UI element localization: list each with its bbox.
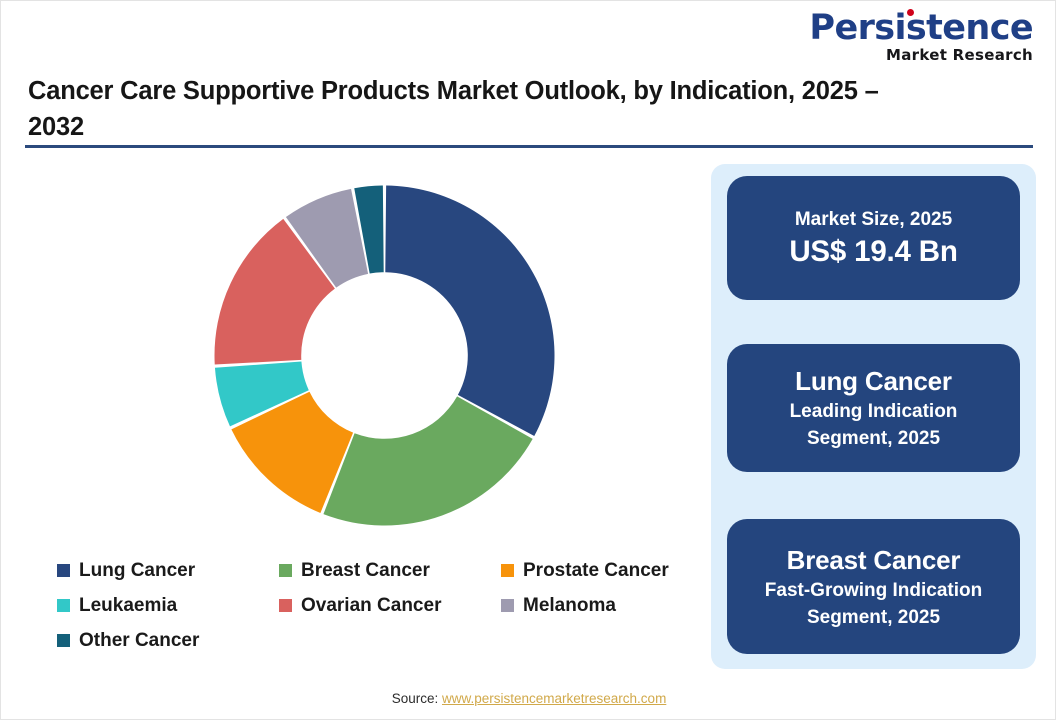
kpi-leading-segment-line1: Leading Indication <box>789 401 958 422</box>
legend-swatch-icon <box>57 634 70 647</box>
donut-slice-prostate-cancer[interactable] <box>231 391 354 513</box>
donut-chart-svg <box>214 185 555 526</box>
donut-slice-breast-cancer[interactable] <box>323 396 533 526</box>
kpi-leading-segment-line2: Segment, 2025 <box>806 428 941 449</box>
legend-label: Leukaemia <box>79 594 178 616</box>
legend-item-breast-cancer[interactable]: Breast Cancer <box>279 553 501 588</box>
legend-label: Ovarian Cancer <box>301 594 442 616</box>
legend-item-leukaemia[interactable]: Leukaemia <box>57 588 279 623</box>
legend-row: Lung Cancer Breast Cancer Prostate Cance… <box>57 553 717 588</box>
chart-legend: Lung Cancer Breast Cancer Prostate Cance… <box>57 553 717 658</box>
donut-slice-group <box>214 185 555 526</box>
legend-label: Prostate Cancer <box>523 559 669 581</box>
legend-item-melanoma[interactable]: Melanoma <box>501 588 717 623</box>
source-footer: Source: www.persistencemarketresearch.co… <box>1 691 1056 706</box>
legend-label: Melanoma <box>523 594 616 616</box>
legend-item-prostate-cancer[interactable]: Prostate Cancer <box>501 553 717 588</box>
legend-row: Other Cancer <box>57 623 717 658</box>
company-logo: Persistence Market Research <box>809 8 1034 64</box>
donut-slice-melanoma[interactable] <box>285 188 369 288</box>
kpi-fast-growing-line2: Segment, 2025 <box>806 606 941 628</box>
legend-label: Other Cancer <box>79 629 200 651</box>
logo-red-dot-icon <box>907 9 915 16</box>
kpi-card-market-size: Market Size, 2025 US$ 19.4 Bn <box>727 176 1020 300</box>
legend-item-other-cancer[interactable]: Other Cancer <box>57 623 279 658</box>
donut-slice-ovarian-cancer[interactable] <box>214 218 335 365</box>
legend-swatch-icon <box>501 564 514 577</box>
source-label: Source: <box>391 691 439 706</box>
donut-slice-leukaemia[interactable] <box>214 361 309 427</box>
logo-brand-name: Persistence <box>809 8 1034 48</box>
kpi-market-size-label: Market Size, 2025 <box>794 208 953 230</box>
kpi-fast-growing-heading: Breast Cancer <box>786 544 961 575</box>
source-url-link[interactable]: www.persistencemarketresearch.com <box>441 691 667 706</box>
page-title: Cancer Care Supportive Products Market O… <box>28 77 879 141</box>
logo-tagline: Market Research <box>886 46 1033 64</box>
kpi-card-fast-growing-segment: Breast Cancer Fast-Growing Indication Se… <box>727 519 1020 654</box>
kpi-leading-segment-heading: Lung Cancer <box>795 366 952 396</box>
legend-swatch-icon <box>501 599 514 612</box>
donut-chart <box>25 161 695 561</box>
legend-label: Lung Cancer <box>79 559 196 581</box>
legend-swatch-icon <box>279 599 292 612</box>
legend-swatch-icon <box>57 599 70 612</box>
legend-label: Breast Cancer <box>301 559 430 581</box>
donut-slice-other-cancer[interactable] <box>354 185 384 274</box>
kpi-side-panel: Market Size, 2025 US$ 19.4 Bn Lung Cance… <box>711 164 1036 669</box>
kpi-fast-growing-line1: Fast-Growing Indication <box>764 579 983 601</box>
kpi-market-size-value: US$ 19.4 Bn <box>789 234 958 268</box>
donut-slice-lung-cancer[interactable] <box>385 185 555 436</box>
title-divider <box>25 145 1033 148</box>
logo-brand-text: Persistence <box>809 8 1033 48</box>
legend-swatch-icon <box>57 564 70 577</box>
legend-row: Leukaemia Ovarian Cancer Melanoma <box>57 588 717 623</box>
legend-swatch-icon <box>279 564 292 577</box>
legend-item-lung-cancer[interactable]: Lung Cancer <box>57 553 279 588</box>
kpi-card-leading-segment: Lung Cancer Leading Indication Segment, … <box>727 344 1020 472</box>
legend-item-ovarian-cancer[interactable]: Ovarian Cancer <box>279 588 501 623</box>
